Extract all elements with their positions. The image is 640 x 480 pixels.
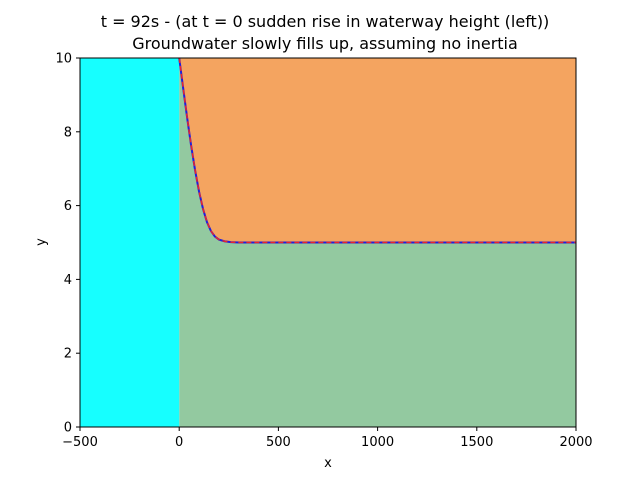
y-axis: 0 2 4 6 8 10 bbox=[55, 52, 80, 436]
y-tick-label: 8 bbox=[64, 125, 72, 140]
y-tick-label: 6 bbox=[64, 199, 72, 214]
y-tick-label: 10 bbox=[55, 52, 72, 67]
y-tick-label: 4 bbox=[64, 273, 72, 288]
x-tick-label: 1000 bbox=[361, 435, 394, 450]
y-tick-label: 2 bbox=[64, 347, 72, 362]
chart-title-line-2: Groundwater slowly fills up, assuming no… bbox=[132, 34, 518, 53]
x-tick-label: 2000 bbox=[559, 435, 592, 450]
chart-title-line-1: t = 92s - (at t = 0 sudden rise in water… bbox=[101, 12, 550, 31]
groundwater-line-dashed bbox=[178, 57, 576, 244]
x-axis-label: x bbox=[324, 456, 332, 471]
x-tick-label: 500 bbox=[266, 435, 291, 450]
x-tick-label: −500 bbox=[62, 435, 98, 450]
waterway-region bbox=[80, 58, 180, 427]
x-tick-label: 1500 bbox=[460, 435, 493, 450]
x-tick-label: 0 bbox=[175, 435, 183, 450]
axes-frame bbox=[79, 57, 577, 428]
plot-area bbox=[80, 57, 576, 427]
x-axis: −500 0 500 1000 1500 2000 bbox=[62, 427, 593, 450]
y-tick-label: 0 bbox=[64, 421, 72, 436]
y-axis-label: y bbox=[34, 238, 49, 246]
unsaturated-zone-region bbox=[179, 58, 576, 243]
